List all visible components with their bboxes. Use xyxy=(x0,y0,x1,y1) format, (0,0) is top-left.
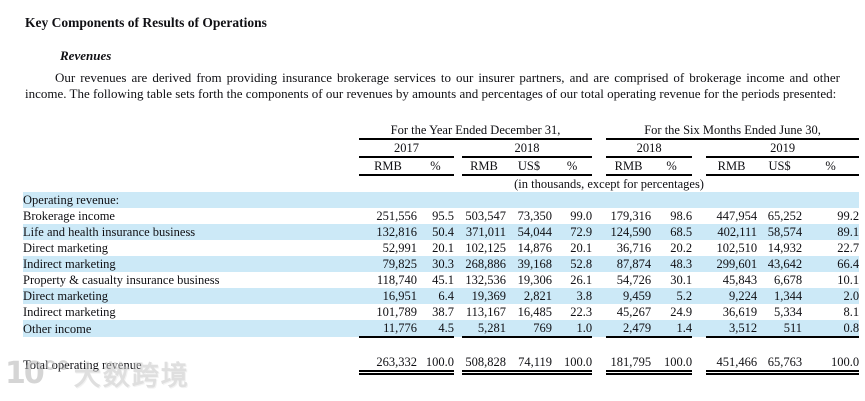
unit-header: US$ xyxy=(757,157,803,176)
row-label: Indirect marketing xyxy=(23,257,116,271)
table-row: Other income 11,776 4.5 5,281 769 1.0 2,… xyxy=(23,320,860,338)
year-header-2019: 2019 xyxy=(706,139,860,158)
total-row: Total operating revenue 263,332 100.0 50… xyxy=(23,354,860,375)
header-spacer xyxy=(23,122,359,139)
column-group-header-year-ended: For the Year Ended December 31, xyxy=(359,122,593,140)
spacer-row xyxy=(23,337,859,354)
unit-header: RMB xyxy=(706,157,758,176)
header-spacer xyxy=(23,157,359,175)
header-spacer xyxy=(592,157,606,175)
column-group-header-six-months: For the Six Months Ended June 30, xyxy=(606,122,860,140)
watermark-brand-text: 大数跨境 xyxy=(73,361,190,392)
row-label: Property & casualty insurance business xyxy=(23,273,220,287)
header-spacer xyxy=(692,139,706,157)
intro-paragraph: Our revenues are derived from providing … xyxy=(25,70,840,101)
year-header-2017: 2017 xyxy=(359,139,454,158)
header-spacer xyxy=(592,122,606,139)
total-row-label: Total operating revenue xyxy=(23,357,142,372)
header-spacer xyxy=(23,175,359,192)
row-label: Direct marketing xyxy=(23,241,109,255)
table-row: Indirect marketing 101,789 38.7 113,167 … xyxy=(23,305,860,319)
unit-header: RMB xyxy=(359,157,417,176)
row-label: Life and health insurance business xyxy=(23,225,196,239)
table-row: Direct marketing 52,991 20.1 102,125 14,… xyxy=(23,241,860,255)
unit-header: RMB xyxy=(606,157,652,176)
table-row: Brokerage income 251,556 95.5 503,547 73… xyxy=(23,209,860,223)
unit-header: RMB xyxy=(462,157,506,176)
row-label: Brokerage income xyxy=(23,209,115,223)
units-note: (in thousands, except for percentages) xyxy=(514,177,704,191)
table-row: Operating revenue: xyxy=(23,192,860,208)
unit-header: % xyxy=(802,157,860,176)
header-spacer xyxy=(592,139,606,157)
table-row: Direct marketing 16,951 6.4 19,369 2,821… xyxy=(23,288,860,304)
unit-header: % xyxy=(651,157,693,176)
page-title: Key Components of Results of Operations xyxy=(25,15,267,30)
table-row: Property & casualty insurance business 1… xyxy=(23,273,860,287)
document-page: Key Components of Results of Operations … xyxy=(23,15,860,375)
header-spacer xyxy=(692,157,706,175)
table-row: Life and health insurance business 132,8… xyxy=(23,224,860,240)
unit-header: % xyxy=(552,157,593,176)
row-label: Operating revenue: xyxy=(23,193,120,207)
row-label: Other income xyxy=(23,322,92,336)
row-label: Indirect marketing xyxy=(23,305,116,319)
unit-header: % xyxy=(417,157,454,176)
header-spacer xyxy=(23,139,359,157)
header-spacer xyxy=(454,139,462,157)
unit-header: US$ xyxy=(506,157,552,176)
watermark: 10°° 大数跨境 xyxy=(5,354,190,393)
year-header-2018-interim: 2018 xyxy=(606,139,693,158)
revenue-components-table: For the Year Ended December 31, For the … xyxy=(23,122,860,375)
row-label: Direct marketing xyxy=(23,289,109,303)
section-subheading: Revenues xyxy=(60,48,112,63)
header-spacer xyxy=(454,157,462,175)
year-header-2018: 2018 xyxy=(462,139,593,158)
table-row: Indirect marketing 79,825 30.3 268,886 3… xyxy=(23,256,860,272)
watermark-logo-icon: 10°° xyxy=(5,356,71,391)
